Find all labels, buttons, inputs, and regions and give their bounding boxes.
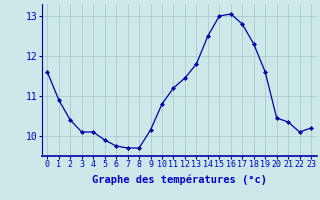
- X-axis label: Graphe des températures (°c): Graphe des températures (°c): [92, 175, 267, 185]
